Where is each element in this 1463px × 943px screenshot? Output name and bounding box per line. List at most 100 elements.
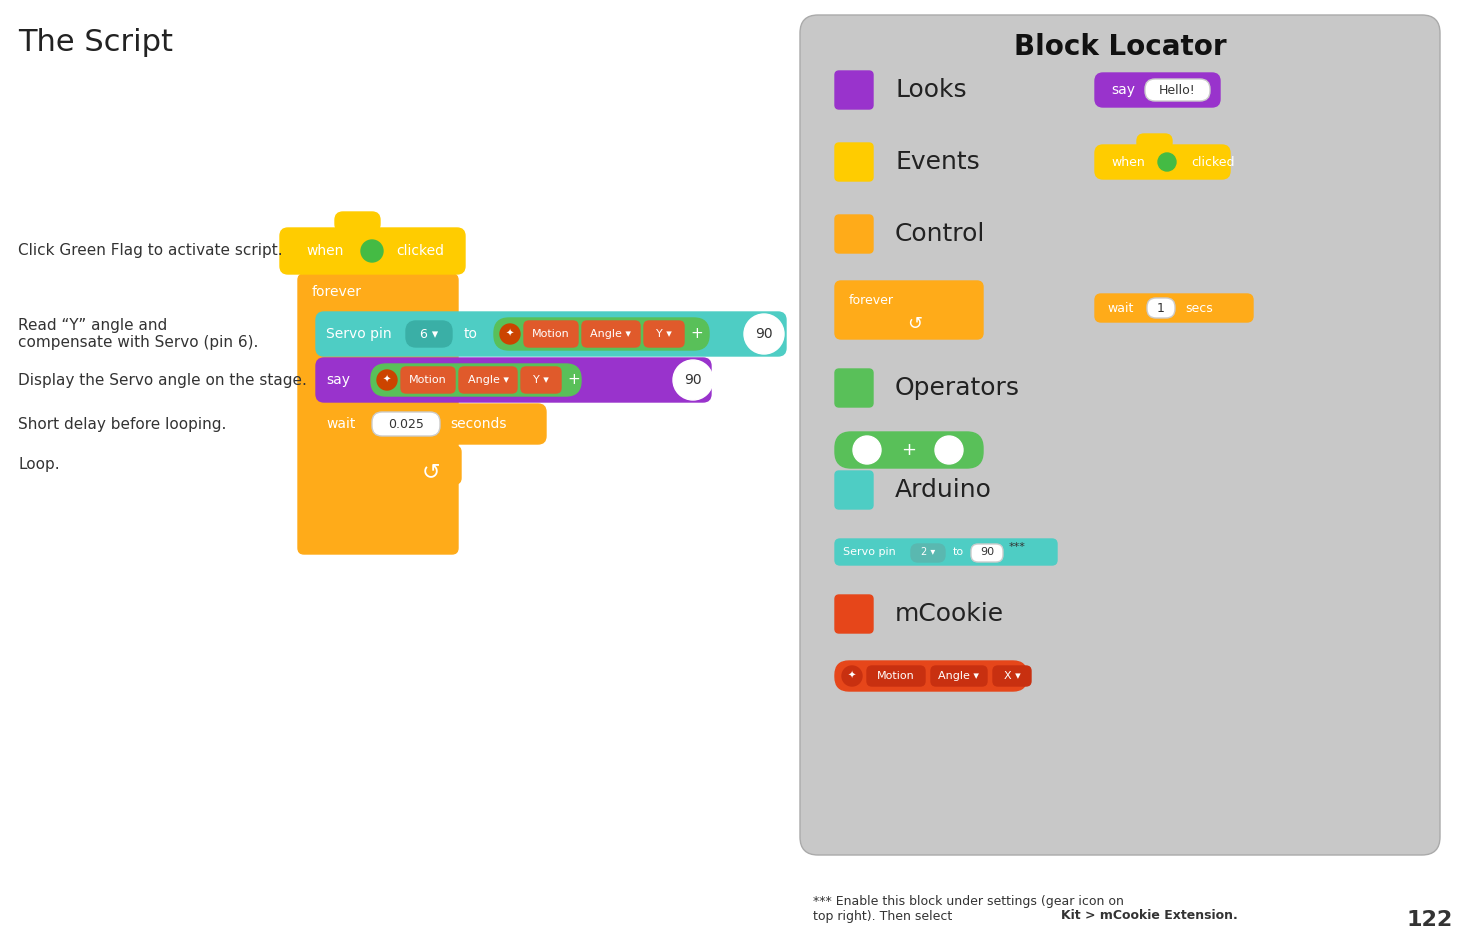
Text: Y ▾: Y ▾ <box>533 375 549 385</box>
FancyBboxPatch shape <box>835 215 873 253</box>
FancyBboxPatch shape <box>835 369 873 407</box>
Text: Y ▾: Y ▾ <box>655 329 672 339</box>
Circle shape <box>377 370 396 390</box>
Circle shape <box>853 436 881 464</box>
Text: clicked: clicked <box>396 244 443 258</box>
FancyBboxPatch shape <box>1094 73 1220 107</box>
Text: secs: secs <box>1185 302 1213 315</box>
FancyBboxPatch shape <box>1094 145 1230 179</box>
Text: +: + <box>691 326 702 341</box>
Text: Motion: Motion <box>410 375 446 385</box>
Text: wait: wait <box>326 417 356 431</box>
FancyBboxPatch shape <box>316 404 546 444</box>
Text: when: when <box>1110 156 1144 169</box>
Text: Click Green Flag to activate script.: Click Green Flag to activate script. <box>18 243 282 258</box>
FancyBboxPatch shape <box>316 312 786 356</box>
FancyBboxPatch shape <box>582 321 639 347</box>
Text: *** Enable this block under settings (gear icon on
top right). Then select: *** Enable this block under settings (ge… <box>813 895 1124 923</box>
Text: forever: forever <box>849 294 894 307</box>
Text: Angle ▾: Angle ▾ <box>591 329 632 339</box>
Circle shape <box>673 360 712 400</box>
Text: ✦: ✦ <box>849 671 856 681</box>
Text: Events: Events <box>895 150 980 174</box>
FancyBboxPatch shape <box>835 432 983 468</box>
Text: ↺: ↺ <box>421 462 440 482</box>
Text: Servo pin: Servo pin <box>843 547 895 557</box>
Text: ✦: ✦ <box>506 329 514 339</box>
Circle shape <box>1159 153 1176 171</box>
Text: 90: 90 <box>755 327 772 341</box>
Text: Motion: Motion <box>533 329 571 339</box>
Text: ***: *** <box>1009 542 1026 552</box>
FancyBboxPatch shape <box>298 274 458 554</box>
Text: 2 ▾: 2 ▾ <box>920 547 935 557</box>
Circle shape <box>843 666 862 686</box>
Text: +: + <box>901 441 916 459</box>
Text: Hello!: Hello! <box>1159 84 1195 96</box>
FancyBboxPatch shape <box>835 471 873 509</box>
FancyBboxPatch shape <box>521 367 560 393</box>
FancyBboxPatch shape <box>644 321 685 347</box>
FancyBboxPatch shape <box>835 539 1056 565</box>
Text: Motion: Motion <box>878 671 914 681</box>
FancyBboxPatch shape <box>401 367 455 393</box>
Text: 0.025: 0.025 <box>388 418 424 431</box>
FancyBboxPatch shape <box>993 666 1031 686</box>
FancyBboxPatch shape <box>372 364 581 396</box>
FancyBboxPatch shape <box>930 666 988 686</box>
FancyBboxPatch shape <box>911 544 945 562</box>
Text: X ▾: X ▾ <box>1004 671 1020 681</box>
FancyBboxPatch shape <box>1146 79 1210 101</box>
Circle shape <box>745 314 784 354</box>
FancyBboxPatch shape <box>407 321 452 347</box>
Text: to: to <box>952 547 964 557</box>
FancyBboxPatch shape <box>494 318 710 350</box>
Text: Operators: Operators <box>895 376 1020 400</box>
Circle shape <box>361 240 383 262</box>
FancyBboxPatch shape <box>835 281 983 339</box>
FancyBboxPatch shape <box>279 228 465 274</box>
Text: Control: Control <box>895 222 986 246</box>
Text: Arduino: Arduino <box>895 478 992 502</box>
Text: ↺: ↺ <box>907 315 923 333</box>
FancyBboxPatch shape <box>835 71 873 109</box>
Text: Loop.: Loop. <box>18 457 60 472</box>
Text: Kit > mCookie Extension.: Kit > mCookie Extension. <box>1061 909 1238 922</box>
Text: The Script: The Script <box>18 28 173 57</box>
FancyBboxPatch shape <box>459 367 516 393</box>
Circle shape <box>500 324 519 344</box>
FancyBboxPatch shape <box>971 544 1004 562</box>
Text: clicked: clicked <box>1191 156 1235 169</box>
FancyBboxPatch shape <box>1094 294 1252 322</box>
Text: 90: 90 <box>685 373 702 387</box>
FancyBboxPatch shape <box>1137 134 1172 150</box>
FancyBboxPatch shape <box>316 446 461 484</box>
Text: Angle ▾: Angle ▾ <box>938 671 980 681</box>
Text: Short delay before looping.: Short delay before looping. <box>18 417 227 432</box>
Text: say: say <box>1110 83 1135 97</box>
FancyBboxPatch shape <box>335 212 380 232</box>
FancyBboxPatch shape <box>372 412 440 436</box>
Text: say: say <box>326 373 350 387</box>
Text: 6 ▾: 6 ▾ <box>420 327 437 340</box>
Text: forever: forever <box>312 285 361 299</box>
Text: Angle ▾: Angle ▾ <box>468 375 509 385</box>
Text: 90: 90 <box>980 547 993 557</box>
Text: 1: 1 <box>1157 302 1165 315</box>
Text: Read “Y” angle and
compensate with Servo (pin 6).: Read “Y” angle and compensate with Servo… <box>18 318 259 350</box>
Text: seconds: seconds <box>451 417 506 431</box>
FancyBboxPatch shape <box>835 595 873 633</box>
Text: 122: 122 <box>1407 910 1453 930</box>
Text: wait: wait <box>1107 302 1134 315</box>
FancyBboxPatch shape <box>316 358 711 402</box>
Text: to: to <box>464 327 478 341</box>
FancyBboxPatch shape <box>868 666 925 686</box>
Text: ✦: ✦ <box>383 375 391 385</box>
FancyBboxPatch shape <box>835 661 1027 691</box>
FancyBboxPatch shape <box>1147 298 1175 318</box>
Text: Display the Servo angle on the stage.: Display the Servo angle on the stage. <box>18 372 307 388</box>
Circle shape <box>935 436 963 464</box>
Text: mCookie: mCookie <box>895 602 1004 626</box>
Text: Block Locator: Block Locator <box>1014 33 1226 61</box>
Text: Servo pin: Servo pin <box>326 327 392 341</box>
